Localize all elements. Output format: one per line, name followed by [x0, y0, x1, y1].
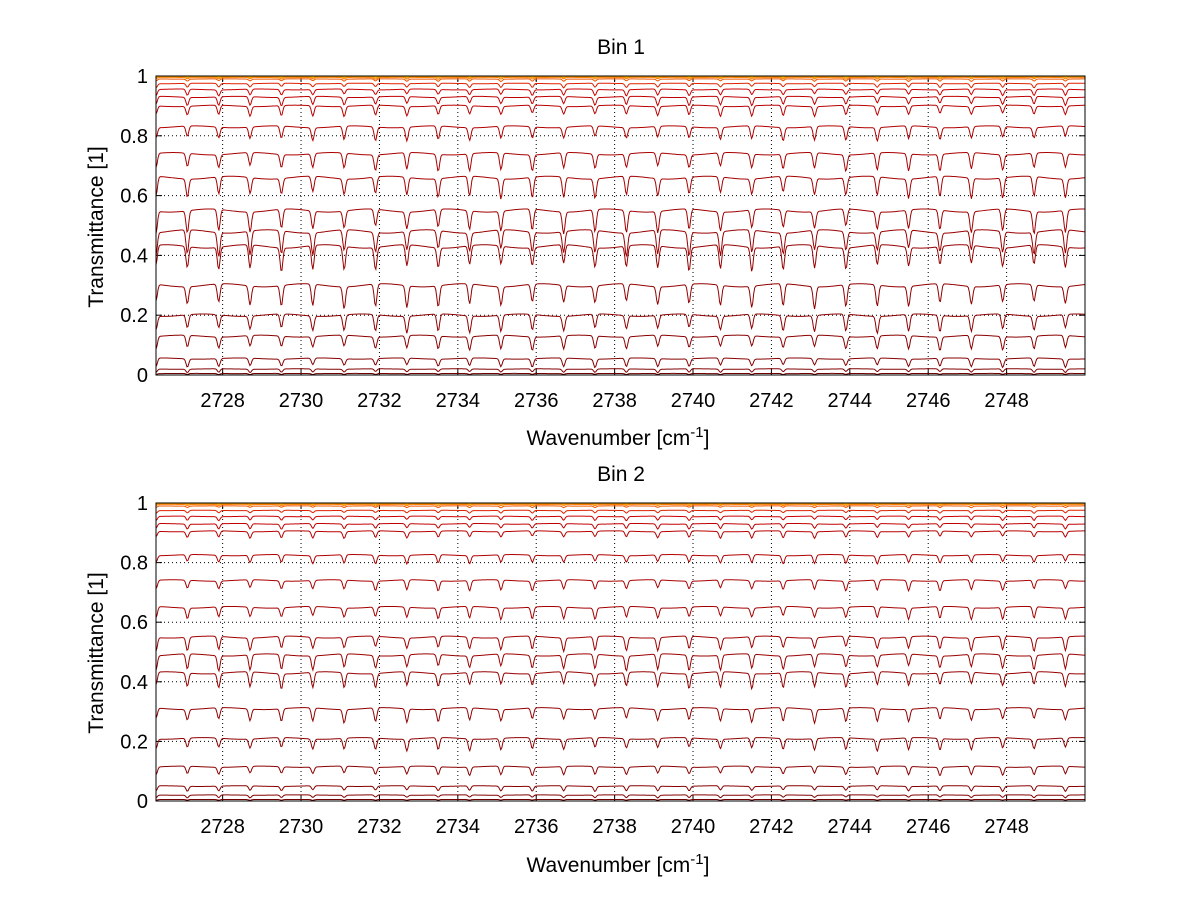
x-axis-label: Wavenumber [cm-1] [527, 851, 710, 877]
x-tick-label: 2740 [671, 816, 716, 838]
series-line [155, 605, 1086, 622]
y-tick-label: 0.8 [120, 126, 148, 148]
x-axis-label-text: Wavenumber [cm [527, 427, 691, 450]
series-line [155, 82, 1086, 89]
y-tick-label: 1 [137, 493, 148, 515]
x-axis-label-end: ] [704, 427, 710, 450]
series-line [155, 737, 1086, 753]
series-line [155, 505, 1085, 509]
series-line [155, 368, 1086, 374]
x-tick-label: 2744 [828, 816, 873, 838]
series-line [155, 635, 1086, 654]
x-tick-label: 2728 [200, 816, 245, 838]
x-tick-label: 2730 [279, 390, 324, 412]
series-line [155, 88, 1086, 97]
x-tick-label: 2740 [671, 390, 716, 412]
series-line [155, 283, 1086, 310]
y-axis-label: Transmittance [1] [85, 146, 108, 307]
y-tick-labels: 0 0.2 0.4 0.6 0.8 1 [120, 493, 148, 813]
x-axis-label-sup: -1 [690, 851, 703, 868]
y-tick-label: 0.4 [120, 245, 148, 267]
series-line [155, 75, 1086, 79]
grid [156, 502, 1085, 802]
y-tick-label: 0.6 [120, 612, 148, 634]
series-line [155, 372, 1086, 376]
x-tick-label: 2746 [906, 390, 951, 412]
chart-title: Bin 2 [597, 463, 645, 486]
series-line [155, 798, 1085, 801]
x-tick-label: 2748 [984, 390, 1029, 412]
x-tick-label: 2746 [906, 816, 951, 838]
series-line [155, 515, 1086, 522]
x-axis-label-sup: -1 [690, 424, 703, 441]
series-line [155, 509, 1086, 514]
series-line [155, 579, 1086, 593]
series-line [155, 671, 1086, 691]
x-tick-label: 2732 [357, 390, 402, 412]
y-tick-label: 0 [137, 365, 148, 387]
x-tick-label: 2748 [984, 816, 1029, 838]
series-line [155, 334, 1086, 352]
series-line [155, 78, 1086, 83]
series-line [155, 530, 1086, 540]
x-tick-label: 2732 [357, 816, 402, 838]
series-line [155, 76, 1085, 80]
x-tick-label: 2734 [436, 816, 481, 838]
series-line [155, 794, 1085, 799]
y-tick-label: 0.2 [120, 731, 148, 753]
x-tick-label: 2738 [592, 816, 637, 838]
x-tick-label: 2744 [828, 390, 873, 412]
x-axis-label: Wavenumber [cm-1] [527, 424, 710, 450]
series-line [155, 503, 1086, 506]
x-axis-label-end: ] [704, 854, 710, 877]
series-line [155, 653, 1086, 673]
y-tick-labels: 0 0.2 0.4 0.6 0.8 1 [120, 66, 148, 387]
series-line [155, 523, 1086, 530]
y-tick-label: 0.6 [120, 186, 148, 208]
x-tick-label: 2742 [749, 816, 794, 838]
y-tick-label: 0 [137, 791, 148, 813]
x-tick-label: 2728 [200, 390, 245, 412]
x-tick-label: 2736 [514, 390, 559, 412]
x-tick-label: 2736 [514, 816, 559, 838]
series-group [155, 502, 1086, 801]
series-line [155, 175, 1086, 200]
series-line [155, 765, 1086, 777]
series-line [155, 208, 1086, 235]
x-axis-label-text: Wavenumber [cm [527, 854, 691, 877]
axes-frame [155, 502, 1086, 802]
y-tick-label: 0.4 [120, 672, 148, 694]
chart-title: Bin 1 [597, 36, 645, 59]
x-tick-label: 2738 [592, 390, 637, 412]
series-line [155, 104, 1086, 118]
series-line [155, 785, 1086, 793]
y-tick-label: 1 [137, 66, 148, 88]
x-tick-label: 2742 [749, 390, 794, 412]
series-line [155, 229, 1086, 258]
series-line [155, 357, 1086, 369]
x-tick-label: 2730 [279, 816, 324, 838]
series-line [155, 95, 1086, 107]
y-tick-label: 0.2 [120, 305, 148, 327]
chart-panel-bin-1: Bin 1 2728 2730 2732 2734 2736 2738 2740 2742 27… [85, 36, 1086, 450]
chart-panel-bin-2: Bin 2 2728 2730 2732 2734 2736 2738 2740 2742 27… [85, 463, 1086, 877]
series-line [155, 313, 1086, 335]
series-line [155, 125, 1086, 143]
series-line [155, 152, 1086, 173]
y-tick-label: 0.8 [120, 553, 148, 575]
series-line [155, 503, 1086, 507]
series-line [155, 707, 1086, 726]
axes-frame [155, 75, 1086, 376]
series-line [155, 554, 1086, 566]
y-axis-label: Transmittance [1] [85, 572, 108, 733]
x-tick-labels: 2728 2730 2732 2734 2736 2738 2740 2742 2744 2746… [200, 390, 1028, 412]
series-line [155, 244, 1086, 272]
x-tick-labels: 2728 2730 2732 2734 2736 2738 2740 2742 2744 2746… [200, 816, 1028, 838]
x-tick-label: 2734 [436, 390, 481, 412]
